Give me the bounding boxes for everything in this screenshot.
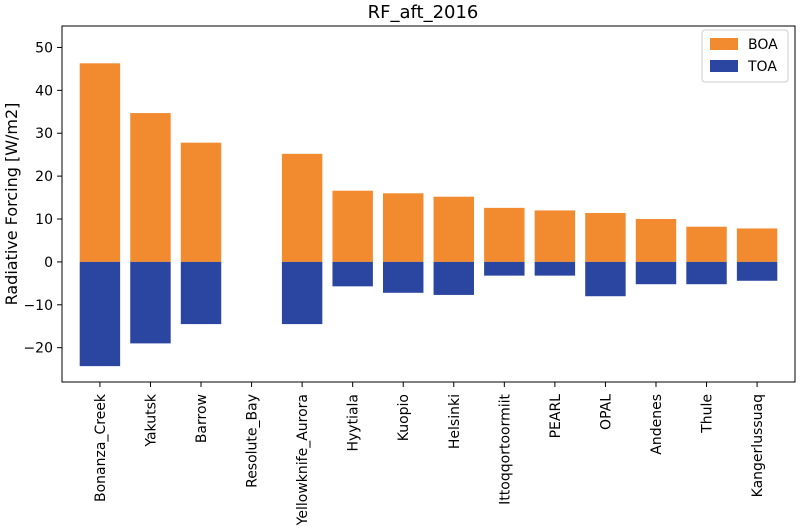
x-tick-label: Yellowknife_Aurora	[295, 394, 311, 526]
bar-toa-opal	[585, 261, 626, 297]
x-tick-label: Hyytiala	[346, 394, 362, 452]
bar-toa-pearl	[534, 261, 576, 276]
x-tick-label: Resolute_Bay	[245, 394, 261, 488]
legend-label-boa: BOA	[748, 37, 778, 53]
bar-boa-kuopio	[383, 193, 424, 262]
bar-boa-opal	[585, 213, 626, 262]
y-tick-label: 0	[44, 255, 53, 271]
plot-area-frame	[61, 25, 796, 383]
x-tick-label: Bonanza_Creek	[93, 393, 109, 502]
bar-boa-thule	[686, 226, 727, 262]
bar-boa-andenes	[635, 219, 677, 262]
bar-toa-helsinki	[433, 261, 474, 295]
x-tick-label: PEARL	[548, 394, 564, 439]
y-tick-label: −10	[23, 298, 53, 314]
x-tick-label: Andenes	[649, 394, 665, 455]
y-tick-label: −20	[23, 341, 53, 357]
y-tick-label: 20	[35, 169, 53, 185]
bar-boa-hyytiala	[332, 190, 373, 262]
x-tick-label: Thule	[700, 394, 716, 434]
legend-label-toa: TOA	[747, 59, 777, 75]
bar-toa-andenes	[635, 261, 677, 285]
bar-boa-yakutsk	[130, 113, 171, 262]
x-tick-label: Kangerlussuaq	[750, 394, 766, 497]
x-axis-ticks: Bonanza_Creek Yakutsk Barrow Resolute_Bay Ye…	[93, 382, 766, 526]
bar-toa-yellowknife-aurora	[281, 261, 323, 325]
bar-boa-ittoqqortoormiit	[484, 207, 525, 262]
x-tick-label: Kuopio	[396, 394, 412, 441]
bar-toa-barrow	[180, 261, 222, 325]
bar-toa-kuopio	[383, 261, 424, 293]
bar-boa-helsinki	[433, 196, 474, 262]
chart-title: RF_aft_2016	[368, 2, 479, 23]
x-tick-label: Barrow	[194, 394, 210, 443]
x-tick-label: Ittoqqortoormiit	[497, 393, 513, 504]
bars-group	[79, 63, 778, 367]
bar-toa-yakutsk	[130, 261, 171, 344]
y-tick-label: 50	[35, 40, 53, 56]
bar-boa-kangerlussuaq	[736, 228, 778, 262]
y-tick-label: 10	[35, 212, 53, 228]
bar-toa-ittoqqortoormiit	[484, 261, 525, 276]
y-tick-label: 40	[35, 83, 53, 99]
bar-toa-kangerlussuaq	[736, 261, 778, 281]
legend-swatch-boa	[710, 38, 738, 50]
legend-swatch-toa	[710, 60, 738, 72]
x-tick-label: Yakutsk	[143, 393, 159, 448]
bar-toa-hyytiala	[332, 261, 373, 287]
bar-boa-barrow	[180, 142, 222, 262]
y-tick-label: 30	[35, 126, 53, 142]
bar-boa-pearl	[534, 210, 576, 262]
bar-boa-yellowknife-aurora	[281, 153, 323, 262]
bar-boa-bonanza-creek	[79, 63, 121, 262]
bar-toa-thule	[686, 261, 727, 285]
y-axis-label: Radiative Forcing [W/m2]	[2, 103, 21, 306]
x-tick-label: Helsinki	[447, 394, 463, 449]
y-axis-ticks: −20 −10 0 10 20 30 40 50	[23, 40, 62, 357]
bar-toa-bonanza-creek	[79, 261, 121, 367]
x-tick-label: OPAL	[598, 394, 614, 430]
legend: BOA TOA	[701, 29, 789, 83]
